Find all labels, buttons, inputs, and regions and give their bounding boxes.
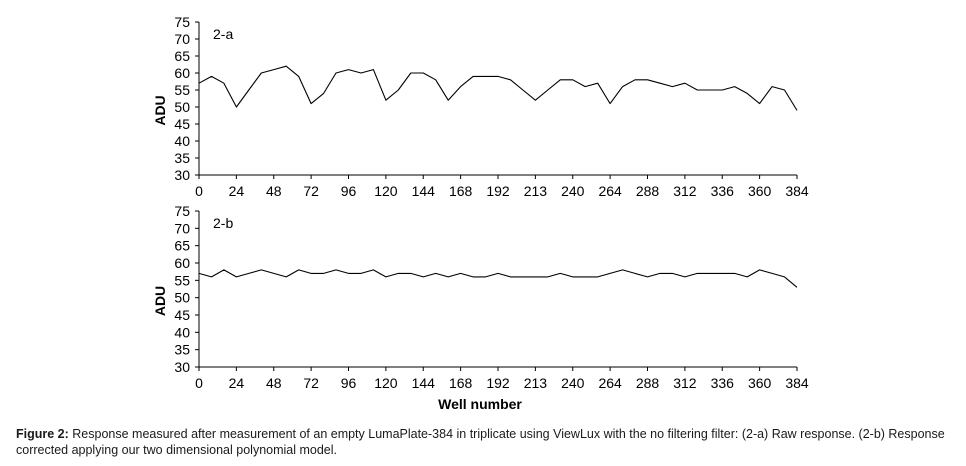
panel-a-x-tick-label: 96 [341,183,357,199]
panel-a-x-tick-label: 144 [412,183,436,199]
panel-b-x-tick-label: 312 [673,375,697,391]
panel-b-y-tick-label: 75 [174,203,190,219]
panel-b-x-tick-label: 384 [785,375,809,391]
panel-b-x-tick-label: 168 [449,375,473,391]
panel-a-y-tick-label: 75 [174,14,190,30]
panel-a-y-tick-label: 55 [174,82,190,98]
panel-b-x-tick-label: 240 [561,375,585,391]
panel-a-x-tick-label: 192 [486,183,510,199]
panel-b-x-tick-label: 120 [374,375,398,391]
panel-a-x-tick-label: 288 [636,183,660,199]
figure-caption: Figure 2: Response measured after measur… [16,426,960,458]
panel-b-series-line [198,269,798,288]
panel-b-y-tick-label: 45 [174,307,190,323]
panel-b-y-tick-label: 65 [174,238,190,254]
panel-a-y-tick-label: 60 [174,65,190,81]
panel-a-x-tick-label: 384 [785,183,809,199]
panel-a-label: 2-a [213,26,233,42]
panel-b-x-tick-label: 0 [195,375,203,391]
panel-b-x-tick-label: 48 [266,375,282,391]
panel-a-x-tick-label: 336 [711,183,735,199]
panel-b-x-tick-label: 288 [636,375,660,391]
panel-b-y-tick-label: 70 [174,220,190,236]
panel-b-label: 2-b [213,215,233,231]
panel-b-x-tick-label: 72 [303,375,319,391]
panel-a-y-tick-label: 45 [174,116,190,132]
panel-b-x-tick-label: 336 [711,375,735,391]
panel-a-x-tick-label: 213 [524,183,548,199]
panel-a-y-tick-label: 70 [174,31,190,47]
panel-a-y-axis-label: ADU [152,95,168,125]
panel-b-y-tick-label: 35 [174,342,190,358]
panel-b-x-tick-label: 213 [524,375,548,391]
panel-a-x-tick-label: 48 [266,183,282,199]
panel-b-y-tick-label: 60 [174,255,190,271]
panel-a-x-tick-label: 360 [748,183,772,199]
panel-a-y-tick-label: 65 [174,48,190,64]
panel-b-x-tick-label: 360 [748,375,772,391]
panel-a-y-tick-label: 50 [174,99,190,115]
panel-a-y-tick-label: 30 [174,167,190,183]
panel-a-x-tick-label: 120 [374,183,398,199]
panel-b-x-tick-label: 192 [486,375,510,391]
panel-a-y-tick-label: 35 [174,150,190,166]
panel-b-x-axis-label: Well number [438,396,522,412]
panel-b-y-tick-label: 55 [174,272,190,288]
panel-b-y-tick-label: 40 [174,324,190,340]
panel-a-x-tick-label: 24 [229,183,245,199]
panel-a-x-tick-label: 168 [449,183,473,199]
panel-b-y-tick-label: 50 [174,290,190,306]
panel-b-y-axis-label: ADU [152,286,168,316]
panel-a-x-tick-label: 312 [673,183,697,199]
panel-a-x-tick-label: 0 [195,183,203,199]
caption-prefix: Figure 2: [16,427,69,441]
caption-text: Response measured after measurement of a… [16,427,945,457]
panel-b-x-tick-label: 264 [598,375,622,391]
panel-b-x-tick-label: 24 [229,375,245,391]
panel-a-series-line [198,65,798,111]
panel-a-x-tick-label: 72 [303,183,319,199]
panel-b-x-tick-label: 144 [412,375,436,391]
panel-a-x-tick-label: 264 [598,183,622,199]
panel-a-x-tick-label: 240 [561,183,585,199]
panel-a-y-tick-label: 40 [174,133,190,149]
panel-b-x-tick-label: 96 [341,375,357,391]
panel-b-y-tick-label: 30 [174,359,190,375]
